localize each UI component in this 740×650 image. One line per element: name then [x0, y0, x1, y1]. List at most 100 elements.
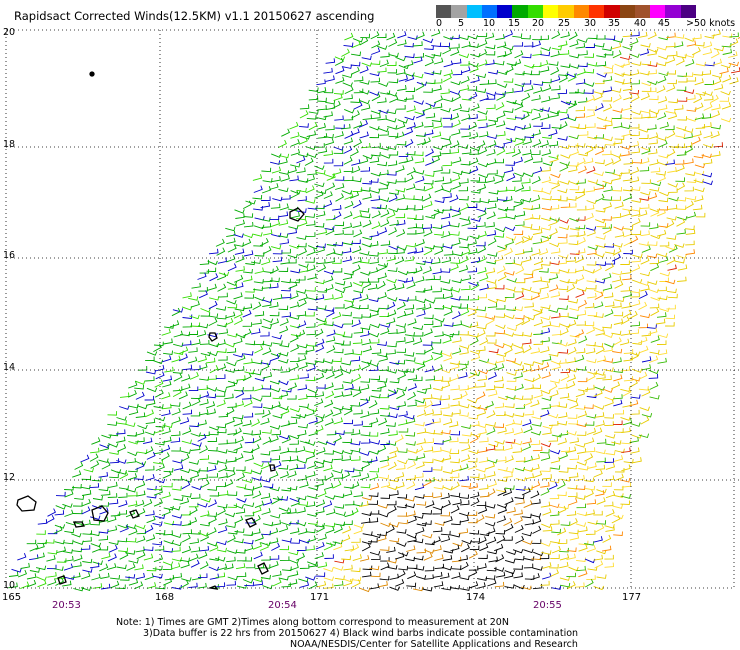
wind-barb	[227, 503, 237, 508]
wind-barb	[370, 572, 381, 578]
wind-barb	[54, 524, 66, 529]
wind-barb	[504, 569, 516, 575]
wind-barb	[180, 449, 191, 454]
wind-barb	[395, 213, 406, 219]
wind-barb	[504, 226, 516, 232]
wind-barb	[216, 348, 227, 353]
wind-barb	[234, 400, 244, 408]
wind-barb	[92, 560, 103, 565]
wind-barb	[335, 521, 346, 527]
wind-barb	[297, 343, 308, 349]
wind-barb	[647, 31, 657, 40]
wind-barb	[395, 56, 406, 62]
wind-barb	[191, 282, 201, 289]
wind-barb	[80, 454, 90, 463]
wind-barb	[362, 531, 373, 536]
wind-barb	[521, 531, 533, 537]
wind-barb	[377, 341, 387, 347]
wind-barb	[596, 373, 606, 380]
wind-barb	[342, 222, 353, 230]
wind-barb	[242, 579, 254, 584]
wind-barb	[387, 505, 397, 514]
wind-barb	[227, 244, 237, 253]
wind-barb	[136, 490, 146, 497]
wind-barb	[262, 584, 273, 590]
wind-barb	[640, 256, 650, 265]
wind-barb	[197, 323, 209, 329]
wind-barb	[560, 100, 572, 106]
wind-barb	[431, 536, 441, 545]
wind-barb	[163, 530, 173, 536]
wind-barb	[577, 97, 588, 103]
wind-barb	[108, 540, 119, 545]
wind-barb	[359, 80, 370, 85]
wind-barb	[278, 507, 290, 512]
lat-label-10: 10	[3, 580, 16, 591]
wind-barb	[154, 514, 166, 519]
wind-barb	[605, 450, 616, 456]
wind-barb	[568, 529, 579, 535]
wind-barb	[450, 544, 460, 552]
wind-barb	[495, 227, 506, 233]
wind-barb	[389, 190, 400, 195]
wind-barb	[576, 157, 586, 166]
wind-barb	[162, 561, 174, 566]
wind-barb	[683, 72, 694, 77]
wind-barb	[225, 407, 235, 416]
wind-barb	[388, 52, 399, 58]
wind-barb	[343, 137, 353, 145]
wind-barb	[431, 258, 441, 265]
wind-barb	[639, 48, 650, 56]
wind-barb	[333, 455, 343, 461]
wind-barb	[314, 190, 324, 199]
wind-barb	[389, 95, 399, 103]
wind-barb	[242, 430, 253, 435]
wind-barb	[532, 276, 543, 283]
wind-barb	[262, 277, 273, 283]
wind-barb	[568, 142, 579, 148]
wind-barb	[11, 568, 22, 573]
wind-barb	[640, 191, 651, 196]
wind-barb	[333, 90, 344, 95]
lon-label-177: 177	[622, 592, 642, 603]
wind-barb	[270, 455, 281, 461]
wind-barb	[504, 247, 513, 256]
wind-barb	[578, 465, 589, 471]
scale-tick-label: 20	[532, 18, 545, 29]
wind-barb	[532, 228, 543, 235]
wind-barb	[200, 351, 211, 357]
wind-barb	[263, 229, 273, 236]
wind-barb	[333, 525, 343, 534]
wind-barb	[360, 213, 371, 219]
wind-barb	[452, 311, 461, 320]
wind-barb	[389, 219, 399, 227]
wind-barb	[575, 354, 585, 363]
wind-barb	[551, 528, 561, 534]
wind-barb	[458, 528, 469, 534]
scale-tick-label: 25	[558, 18, 571, 29]
wind-barb	[612, 253, 621, 262]
wind-barb	[593, 469, 603, 478]
wind-barb	[398, 64, 410, 70]
wind-barb	[290, 344, 300, 353]
wind-barb	[459, 178, 469, 184]
wind-barb	[334, 575, 345, 581]
map-title: Rapidsact Corrected Winds(12.5KM) v1.1 2…	[14, 9, 375, 23]
wind-barb	[638, 128, 649, 133]
wind-barb	[54, 510, 65, 516]
wind-barb	[520, 111, 530, 121]
wind-barb	[380, 412, 390, 417]
wind-barb	[541, 206, 552, 211]
wind-barb	[414, 494, 425, 499]
wind-barb	[497, 467, 508, 472]
wind-barb	[431, 52, 442, 57]
wind-barb	[423, 314, 434, 320]
wind-barb	[316, 580, 327, 588]
wind-barb	[369, 417, 379, 425]
wind-barb	[118, 500, 128, 508]
wind-barb	[272, 256, 283, 263]
wind-barb	[289, 292, 299, 300]
wind-barb	[602, 224, 612, 229]
wind-barb	[380, 219, 390, 228]
wind-barb	[305, 185, 315, 194]
